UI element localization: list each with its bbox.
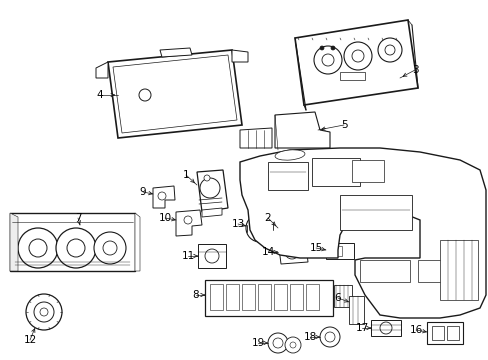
Circle shape bbox=[272, 338, 283, 348]
Polygon shape bbox=[108, 50, 242, 138]
Circle shape bbox=[183, 216, 192, 224]
Circle shape bbox=[351, 50, 363, 62]
Bar bbox=[267, 162, 307, 190]
Bar bbox=[204, 280, 332, 316]
Circle shape bbox=[56, 228, 96, 268]
Polygon shape bbox=[278, 215, 311, 243]
Text: 19: 19 bbox=[251, 338, 264, 348]
Circle shape bbox=[289, 342, 295, 348]
Circle shape bbox=[203, 175, 209, 181]
Polygon shape bbox=[176, 210, 202, 236]
Ellipse shape bbox=[274, 150, 305, 160]
Circle shape bbox=[34, 302, 54, 322]
Circle shape bbox=[158, 192, 165, 200]
Text: 3: 3 bbox=[411, 65, 417, 75]
Text: 9: 9 bbox=[140, 187, 146, 197]
Polygon shape bbox=[96, 62, 108, 78]
Text: 12: 12 bbox=[23, 335, 37, 345]
Circle shape bbox=[313, 46, 341, 74]
Circle shape bbox=[67, 239, 85, 257]
Bar bbox=[284, 221, 302, 235]
Circle shape bbox=[18, 228, 58, 268]
Polygon shape bbox=[10, 213, 18, 271]
Text: 5: 5 bbox=[340, 120, 346, 130]
Bar bbox=[359, 260, 409, 282]
Circle shape bbox=[245, 214, 273, 242]
Circle shape bbox=[285, 245, 298, 259]
Circle shape bbox=[139, 89, 151, 101]
Circle shape bbox=[379, 322, 391, 334]
Circle shape bbox=[29, 239, 47, 257]
Text: 2: 2 bbox=[264, 213, 271, 223]
Text: 1: 1 bbox=[183, 170, 189, 180]
Bar bbox=[10, 213, 135, 271]
Polygon shape bbox=[135, 213, 140, 271]
Circle shape bbox=[253, 222, 265, 234]
Text: 4: 4 bbox=[97, 90, 103, 100]
Text: 6: 6 bbox=[334, 293, 341, 303]
Text: 15: 15 bbox=[309, 243, 322, 253]
Circle shape bbox=[319, 46, 324, 50]
Circle shape bbox=[384, 45, 394, 55]
Text: 14: 14 bbox=[261, 247, 274, 257]
Circle shape bbox=[330, 46, 334, 50]
Circle shape bbox=[267, 333, 287, 353]
Bar bbox=[431, 326, 443, 340]
Polygon shape bbox=[278, 238, 307, 264]
Circle shape bbox=[319, 327, 339, 347]
Text: 11: 11 bbox=[181, 251, 194, 261]
Circle shape bbox=[94, 232, 126, 264]
Bar bbox=[242, 284, 254, 310]
Bar bbox=[325, 243, 353, 259]
Circle shape bbox=[26, 294, 62, 330]
Polygon shape bbox=[240, 148, 485, 318]
Text: 8: 8 bbox=[192, 290, 199, 300]
Polygon shape bbox=[202, 208, 222, 217]
Text: 17: 17 bbox=[355, 323, 368, 333]
Text: 18: 18 bbox=[303, 332, 316, 342]
Bar bbox=[258, 284, 270, 310]
Circle shape bbox=[200, 178, 220, 198]
Circle shape bbox=[103, 241, 117, 255]
Circle shape bbox=[325, 332, 334, 342]
Polygon shape bbox=[274, 112, 329, 148]
Bar bbox=[273, 284, 286, 310]
Bar bbox=[439, 240, 477, 300]
Text: 13: 13 bbox=[231, 219, 244, 229]
Bar bbox=[305, 284, 318, 310]
Polygon shape bbox=[294, 20, 417, 105]
Circle shape bbox=[204, 249, 219, 263]
Text: 16: 16 bbox=[408, 325, 422, 335]
Bar bbox=[225, 284, 239, 310]
Polygon shape bbox=[197, 170, 227, 212]
Bar bbox=[351, 160, 383, 182]
Bar bbox=[370, 320, 400, 336]
Circle shape bbox=[343, 42, 371, 70]
Circle shape bbox=[321, 54, 333, 66]
Bar bbox=[329, 246, 341, 256]
Circle shape bbox=[377, 38, 401, 62]
Polygon shape bbox=[231, 50, 247, 62]
Bar bbox=[339, 195, 411, 230]
Bar bbox=[209, 284, 223, 310]
Bar bbox=[348, 296, 363, 324]
Polygon shape bbox=[160, 48, 192, 57]
Bar bbox=[339, 72, 364, 80]
Polygon shape bbox=[240, 128, 271, 148]
Polygon shape bbox=[153, 186, 175, 208]
Bar bbox=[198, 244, 225, 268]
Bar bbox=[311, 158, 359, 186]
Text: 10: 10 bbox=[158, 213, 171, 223]
Circle shape bbox=[40, 308, 48, 316]
Bar bbox=[333, 285, 351, 307]
Bar bbox=[446, 326, 458, 340]
Bar bbox=[426, 322, 462, 344]
Bar bbox=[289, 284, 303, 310]
Bar bbox=[417, 260, 467, 282]
Text: 7: 7 bbox=[75, 213, 81, 223]
Circle shape bbox=[285, 337, 301, 353]
